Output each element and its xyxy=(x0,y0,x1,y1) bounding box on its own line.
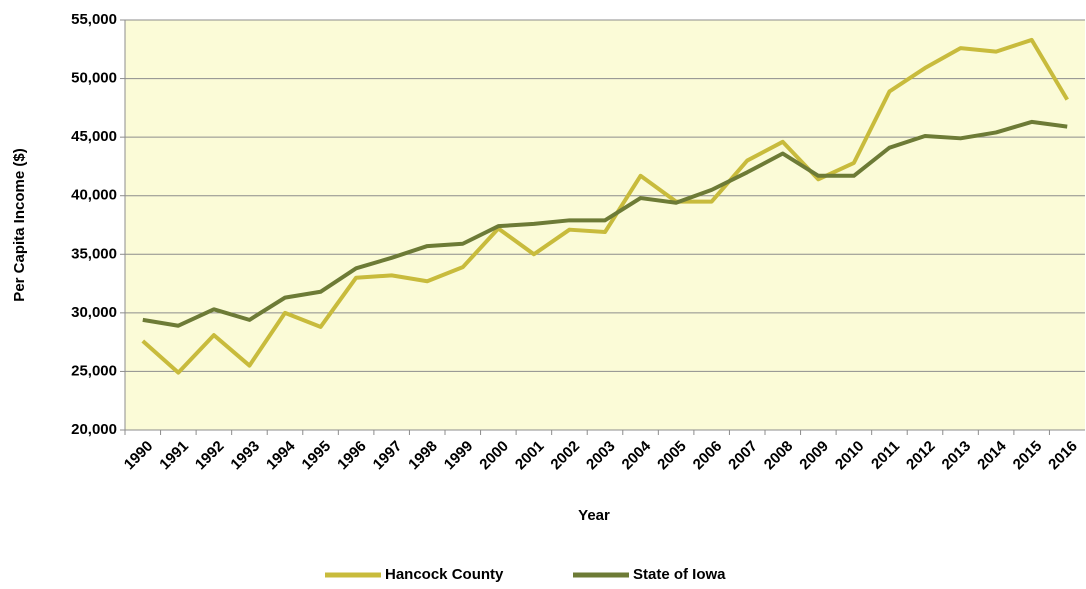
y-tick-label: 35,000 xyxy=(71,245,117,262)
x-tick-label: 2010 xyxy=(832,438,868,474)
plot-area xyxy=(125,20,1085,430)
y-tick-label: 30,000 xyxy=(71,304,117,321)
y-tick-label: 55,000 xyxy=(71,11,117,28)
legend-label: Hancock County xyxy=(385,566,504,583)
x-tick-label: 1993 xyxy=(227,438,263,474)
x-tick-label: 2005 xyxy=(654,438,690,474)
y-tick-label: 25,000 xyxy=(71,362,117,379)
y-tick-label: 40,000 xyxy=(71,187,117,204)
legend-label: State of Iowa xyxy=(633,566,726,583)
x-tick-label: 1991 xyxy=(156,438,192,474)
x-tick-label: 1994 xyxy=(263,437,299,473)
x-tick-label: 1990 xyxy=(121,438,157,474)
x-axis-title: Year xyxy=(578,507,610,524)
x-tick-label: 1997 xyxy=(370,438,406,474)
x-tick-label: 1998 xyxy=(405,438,441,474)
x-tick-label: 1996 xyxy=(334,438,370,474)
x-tick-label: 2002 xyxy=(547,438,583,474)
x-tick-label: 2000 xyxy=(476,438,512,474)
x-tick-label: 1995 xyxy=(299,438,335,474)
x-tick-label: 2015 xyxy=(1010,438,1046,474)
series-line xyxy=(142,119,1068,328)
x-tick-label: 2013 xyxy=(939,438,975,474)
x-tick-label: 2008 xyxy=(761,438,797,474)
x-tick-label: 1992 xyxy=(192,438,228,474)
y-tick-label: 45,000 xyxy=(71,128,117,145)
x-tick-label: 2014 xyxy=(974,437,1010,473)
x-tick-label: 2011 xyxy=(868,438,903,473)
x-tick-label: 2006 xyxy=(690,438,726,474)
x-tick-label: 2016 xyxy=(1045,438,1081,474)
y-axis-title: Per Capita Income ($) xyxy=(11,148,28,301)
x-tick-label: 2003 xyxy=(583,438,619,474)
x-tick-label: 2007 xyxy=(725,438,761,474)
y-tick-label: 20,000 xyxy=(71,421,117,438)
x-tick-label: 2004 xyxy=(619,437,655,473)
x-tick-label: 2009 xyxy=(796,438,832,474)
series-line xyxy=(141,37,1069,375)
x-tick-label: 1999 xyxy=(441,438,477,474)
x-tick-label: 2001 xyxy=(512,438,548,474)
x-tick-label: 2012 xyxy=(903,438,939,474)
y-tick-label: 50,000 xyxy=(71,70,117,87)
